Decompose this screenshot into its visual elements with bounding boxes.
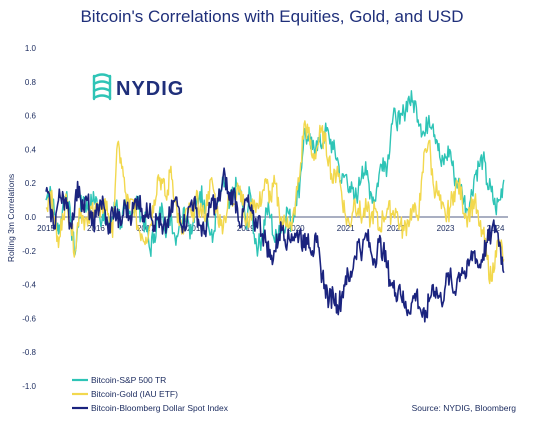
y-tick-label: -0.6 [22, 314, 36, 323]
x-tick-label: 2021 [337, 224, 355, 233]
x-tick-label: 2018 [187, 224, 205, 233]
nydig-logo-icon [92, 73, 112, 101]
x-tick-label: 2022 [387, 224, 405, 233]
y-axis-label: Rolling 3m Correlations [6, 174, 16, 262]
nydig-logo: NYDIG [92, 73, 184, 101]
x-tick-label: 2020 [287, 224, 305, 233]
y-tick-label: 0.8 [25, 78, 37, 87]
y-tick-label: -0.2 [22, 247, 36, 256]
y-tick-label: -1.0 [22, 382, 36, 391]
x-tick-label: 2015 [37, 224, 55, 233]
y-tick-label: 0.2 [25, 179, 37, 188]
series-line [45, 167, 505, 323]
y-tick-label: 0.6 [25, 112, 37, 121]
series-line [45, 120, 505, 285]
series-line [45, 90, 505, 257]
legend-label: Bitcoin-Bloomberg Dollar Spot Index [91, 403, 229, 413]
series-layer [45, 90, 505, 323]
nydig-logo-text: NYDIG [116, 78, 184, 100]
x-tick-label: 2016 [87, 224, 105, 233]
legend-label: Bitcoin-Gold (IAU ETF) [91, 389, 178, 399]
y-tick-label: -0.4 [22, 281, 36, 290]
y-tick-label: 0.4 [25, 145, 37, 154]
legend-label: Bitcoin-S&P 500 TR [91, 375, 166, 385]
legend: Bitcoin-S&P 500 TR Bitcoin-Gold (IAU ETF)… [72, 375, 229, 413]
chart-title: Bitcoin's Correlations with Equities, Go… [80, 7, 463, 26]
source-note: Source: NYDIG, Bloomberg [412, 403, 517, 413]
y-tick-label: 0.0 [25, 213, 37, 222]
y-tick-label: -0.8 [22, 348, 36, 357]
y-tick-label: 1.0 [25, 44, 37, 53]
x-tick-label: 2023 [437, 224, 455, 233]
